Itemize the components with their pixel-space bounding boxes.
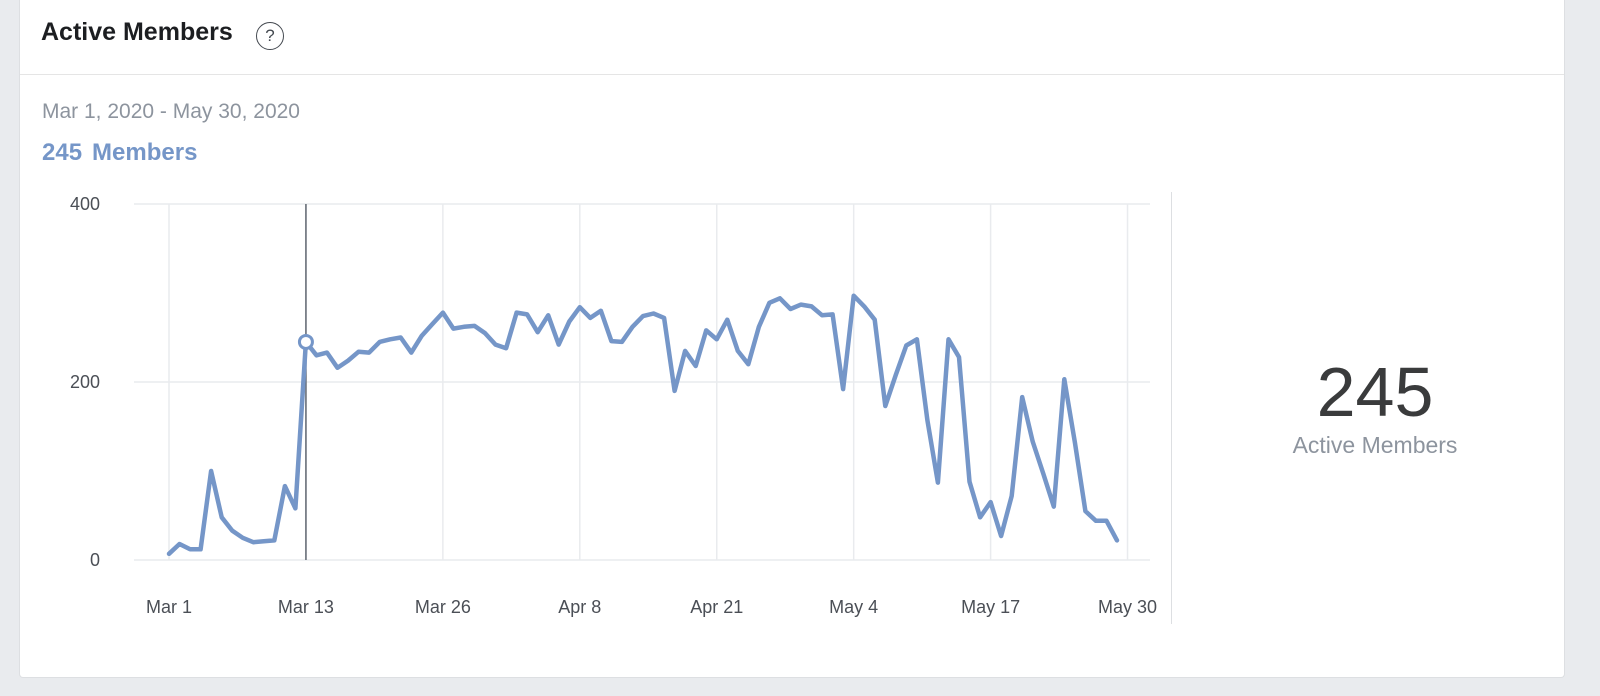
x-axis: Mar 1 Mar 13 Mar 26 Apr 8 Apr 21 May 4 May 17 M… — [146, 597, 1157, 617]
summary-label: Active Members — [1292, 432, 1458, 458]
members-count: 245 — [42, 139, 83, 166]
x-tick-label: May 17 — [961, 597, 1020, 617]
date-range: Mar 1, 2020 - May 30, 2020 — [42, 100, 300, 123]
y-tick-label: 0 — [90, 550, 100, 570]
x-tick-label: Apr 21 — [690, 597, 743, 617]
x-tick-label: Mar 26 — [415, 597, 471, 617]
x-tick-label: Apr 8 — [558, 597, 601, 617]
active-members-card: Active Members ? Mar 1, 2020 - May 30, 2… — [19, 0, 1565, 678]
series-line[interactable] — [166, 293, 1120, 557]
y-tick-label: 400 — [70, 194, 100, 214]
x-tick-label: Mar 1 — [146, 597, 192, 617]
card-header: Active Members ? — [20, 0, 1564, 75]
members-label: Members — [92, 139, 198, 166]
x-tick-label: May 30 — [1098, 597, 1157, 617]
panel-divider — [1171, 192, 1172, 624]
x-tick-label: Mar 13 — [278, 597, 334, 617]
summary-value: 245 — [1316, 353, 1434, 431]
highlight-point[interactable] — [297, 333, 314, 350]
x-tick-label: May 4 — [829, 597, 878, 617]
members-summary: 245 Members — [42, 139, 197, 167]
y-axis: 0 200 400 — [70, 194, 100, 570]
question-circle-icon[interactable]: ? — [256, 22, 284, 50]
data-points — [168, 295, 1118, 554]
card-title: Active Members — [41, 18, 233, 46]
y-tick-label: 200 — [70, 372, 100, 392]
chart-grid — [134, 203, 1150, 561]
